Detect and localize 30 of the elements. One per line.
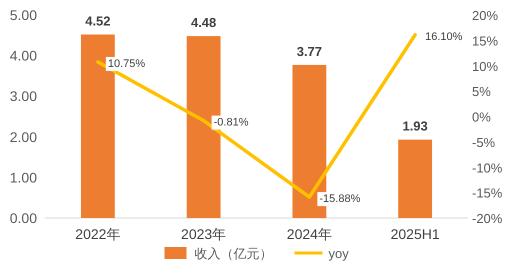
data-label: 4.52 <box>85 13 111 28</box>
y-tick-label: 0.00 <box>10 210 38 226</box>
bar <box>398 140 432 218</box>
data-label: 4.48 <box>190 15 216 30</box>
y-tick-label: 1.00 <box>10 169 38 186</box>
y2-tick-label: -20% <box>472 211 503 226</box>
data-label: -15.88% <box>319 193 361 206</box>
y2-tick-label: 10% <box>472 58 498 74</box>
data-label: 10.75% <box>108 58 146 70</box>
data-label: 1.93 <box>402 118 428 134</box>
legend-label: 收入（亿元） <box>194 246 272 261</box>
x-tick-label: 2022年 <box>75 226 120 242</box>
y2-tick-label: 0% <box>472 110 492 124</box>
x-tick-label: 2024年 <box>286 226 332 242</box>
x-tick-label: 2025H1 <box>390 226 440 242</box>
y2-tick-label: 5% <box>472 84 492 100</box>
legend-label: yoy <box>328 246 350 261</box>
y-tick-label: 2.00 <box>10 128 38 145</box>
y2-tick-label: -5% <box>472 134 496 150</box>
data-label: -0.81% <box>214 116 249 129</box>
y2-tick-label: -15% <box>472 186 503 201</box>
y-tick-label: 5.00 <box>10 7 38 23</box>
data-label: 16.10% <box>425 30 463 43</box>
y2-tick-label: 20% <box>472 8 498 23</box>
y-tick-label: 4.00 <box>10 48 38 64</box>
y2-tick-label: 15% <box>472 33 498 48</box>
y-tick-label: 3.00 <box>10 88 38 104</box>
x-tick-label: 2023年 <box>181 226 226 242</box>
y2-tick-label: -10% <box>472 160 503 176</box>
data-label: 3.77 <box>296 44 322 59</box>
